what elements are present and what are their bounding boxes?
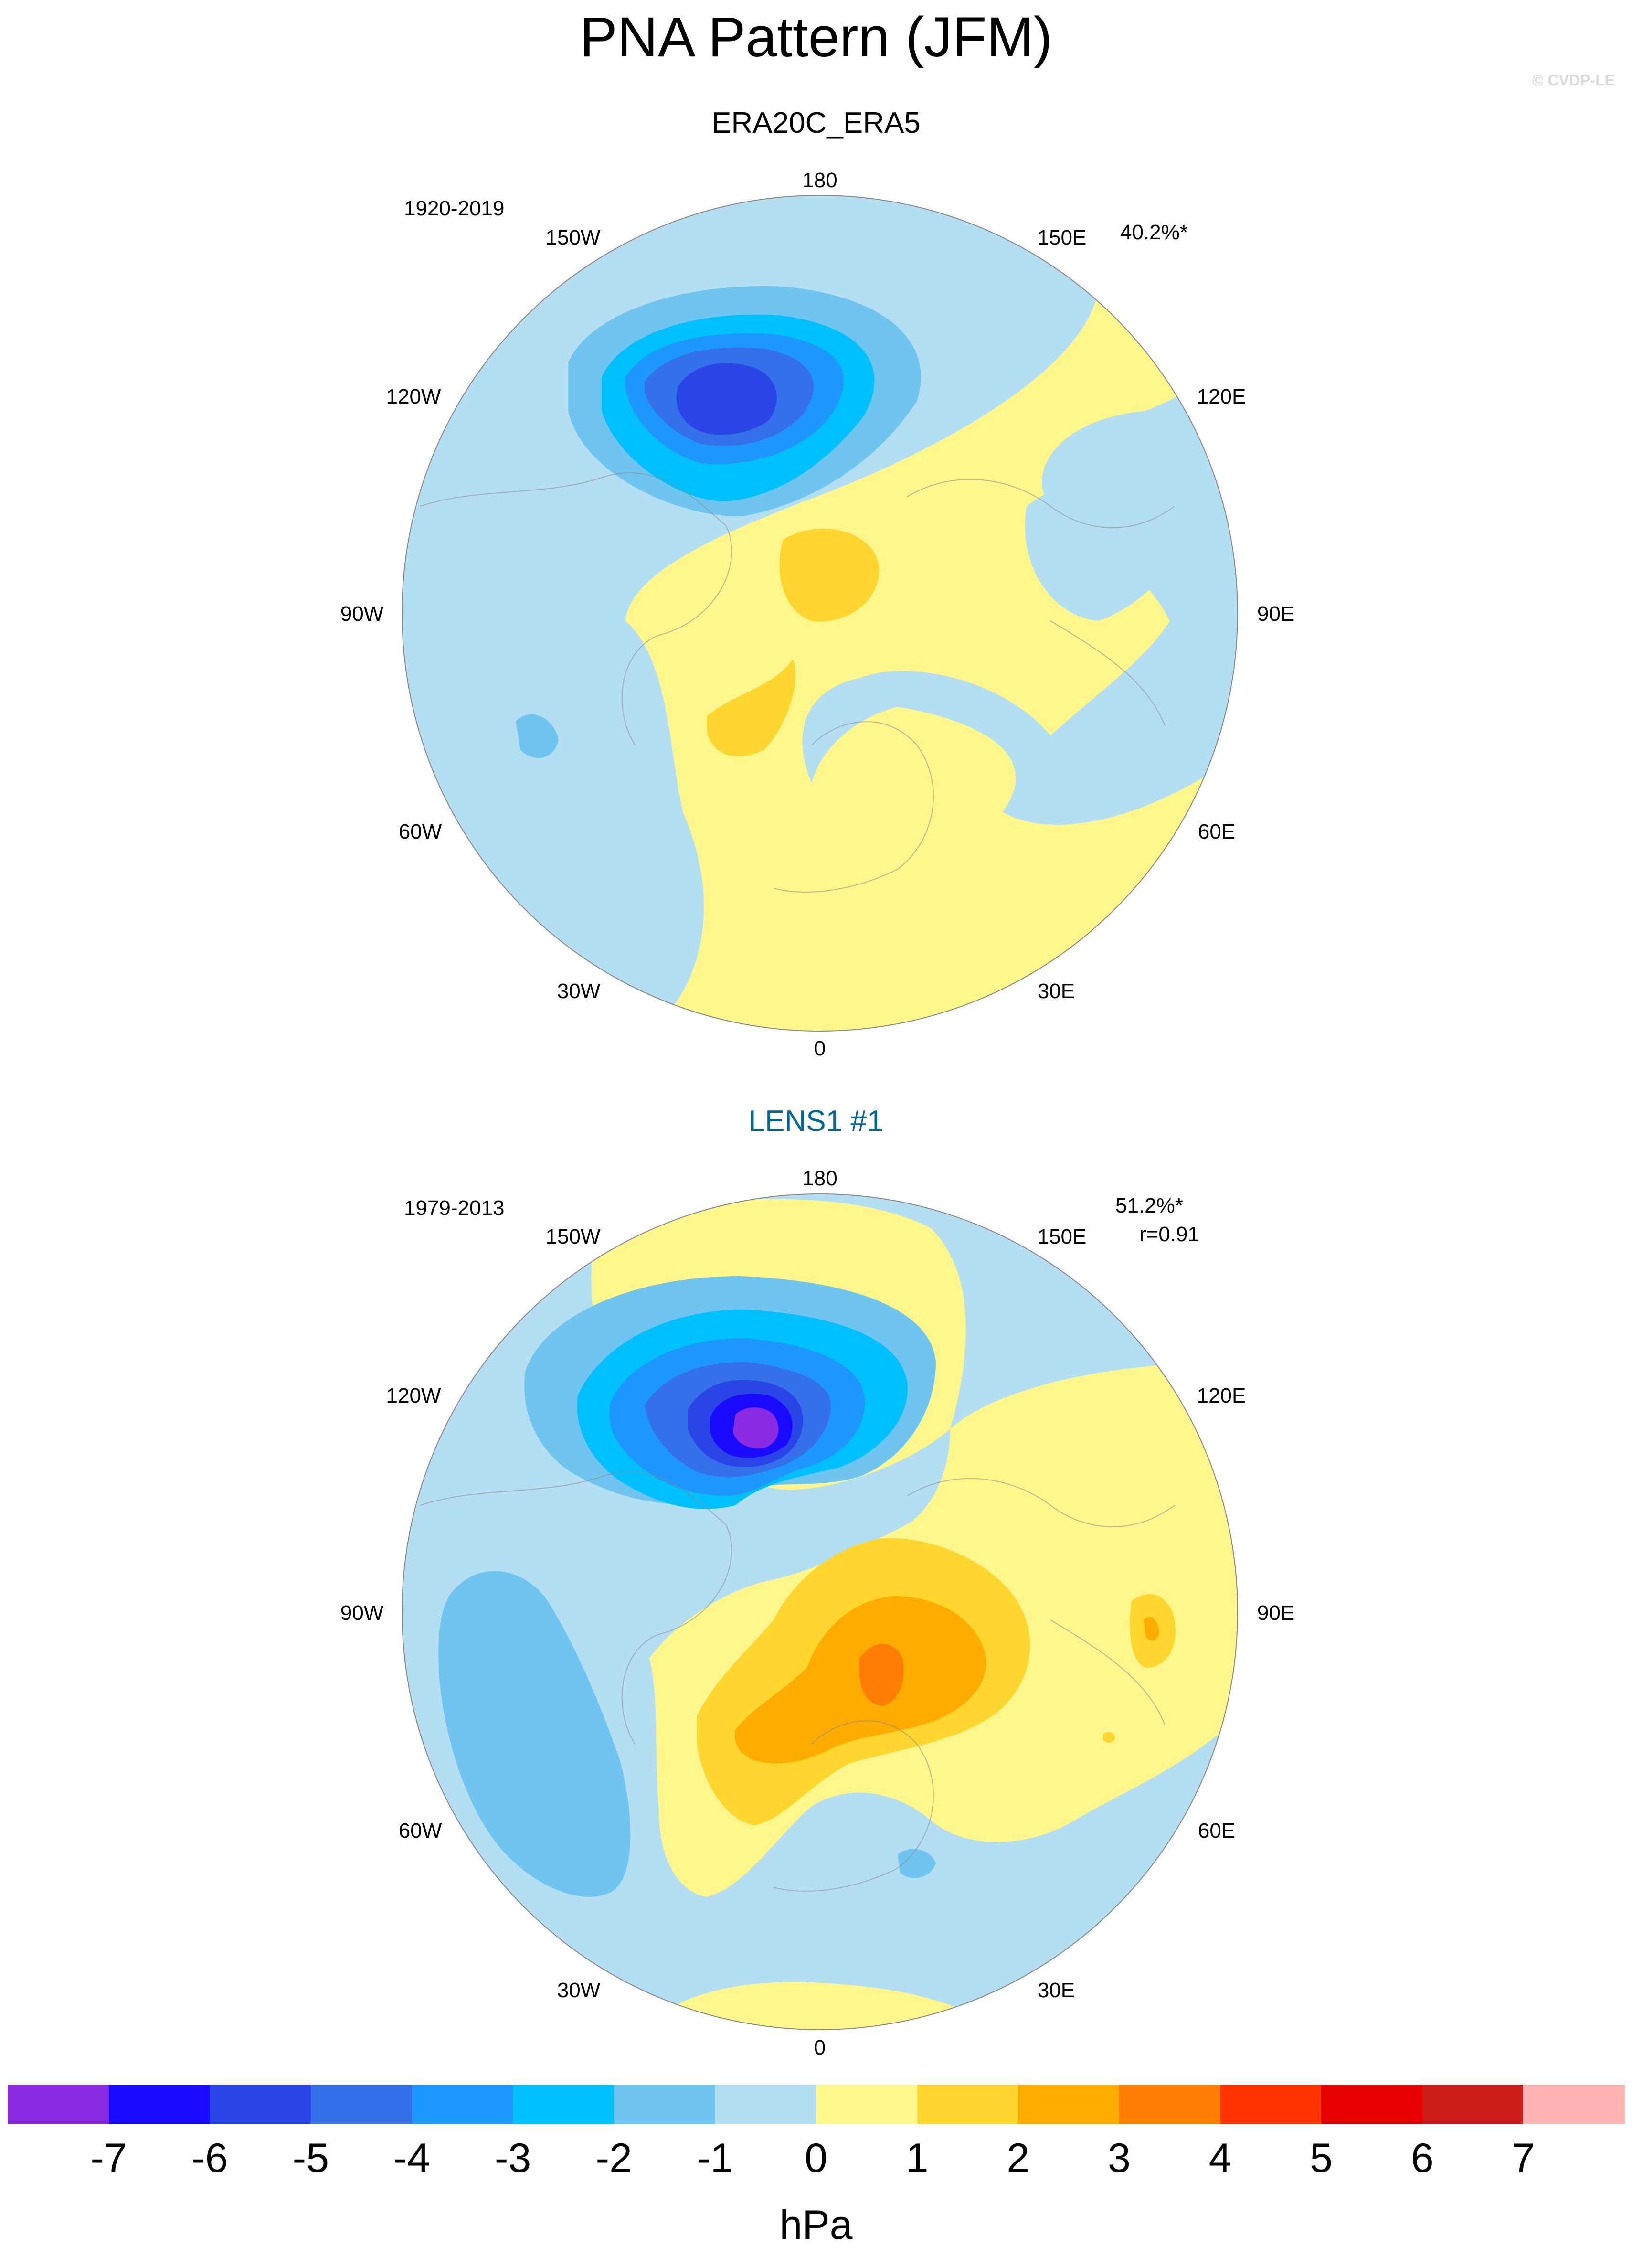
colorbar-swatch	[1523, 2085, 1625, 2124]
negative-anomaly-region	[1025, 474, 1195, 621]
contour-pos-east-dot	[1103, 1732, 1115, 1743]
colorbar-swatch	[8, 2085, 109, 2124]
contour-neg-isolated	[898, 1849, 936, 1878]
lon-label-150w: 150W	[546, 1225, 601, 1248]
lon-label-150e: 150E	[1038, 226, 1087, 249]
period-label: 1979-2013	[404, 1196, 505, 1220]
coastline-hint	[420, 472, 1175, 893]
contour-neg-isolated	[516, 714, 559, 758]
colorbar-tick-label: -7	[90, 2135, 127, 2181]
lon-label-150w: 150W	[546, 226, 601, 249]
variance-percent: 40.2%*	[1120, 221, 1188, 244]
lon-label-90e: 90E	[1257, 1601, 1294, 1625]
lon-label-60e: 60E	[1198, 820, 1235, 843]
credit-watermark: © CVDP-LE	[1532, 72, 1615, 89]
lon-label-30e: 30E	[1038, 1979, 1075, 2002]
panel-title: ERA20C_ERA5	[711, 106, 921, 139]
lon-label-120e: 120E	[1197, 385, 1246, 408]
colorbar-tick-label: -5	[292, 2135, 329, 2181]
colorbar-swatch	[1220, 2085, 1322, 2124]
colorbar-swatch	[412, 2085, 514, 2124]
variance-percent: 51.2%*	[1115, 1194, 1183, 1217]
contour-neg-6	[676, 363, 777, 435]
lon-label-60w: 60W	[399, 1819, 442, 1842]
colorbar-tick-label: -2	[595, 2135, 632, 2181]
figure-title: PNA Pattern (JFM)	[579, 6, 1053, 69]
colorbar-swatch	[108, 2085, 211, 2124]
panel-title: LENS1 #1	[748, 1105, 884, 1138]
colorbar-tick-label: 6	[1410, 2135, 1434, 2181]
contour-pos-3	[859, 1644, 904, 1706]
coastline-hint	[420, 1471, 1175, 1892]
lon-label-0: 0	[814, 1037, 826, 1060]
colorbar-swatch	[310, 2085, 413, 2124]
polar-map-1: 180 150W 120W 90W 60W 30W 0 30E 60E 90E …	[340, 169, 1294, 1060]
colorbar-swatch	[513, 2085, 615, 2124]
colorbar-tick-label: 0	[805, 2135, 827, 2181]
colorbar-swatch	[1119, 2085, 1221, 2124]
lon-label-90w: 90W	[340, 1601, 384, 1625]
contour-pos-1	[779, 529, 879, 622]
lon-label-60w: 60W	[399, 820, 442, 843]
colorbar-unit: hPa	[779, 2202, 853, 2248]
positive-anomaly-region	[597, 195, 1238, 1031]
period-label: 1920-2019	[404, 197, 505, 220]
longitude-labels: 180 150W 120W 90W 60W 30W 0 30E 60E 90E …	[340, 1167, 1294, 2059]
colorbar-swatch	[816, 2085, 918, 2124]
contour-neg-8	[733, 1407, 779, 1448]
lon-label-0: 0	[814, 2036, 826, 2059]
colorbar-swatch	[715, 2085, 816, 2124]
polar-map-2: 180 150W 120W 90W 60W 30W 0 30E 60E 90E …	[340, 1167, 1294, 2059]
colorbar-swatch	[1321, 2085, 1423, 2124]
colorbar-swatch	[210, 2085, 311, 2124]
lon-label-180: 180	[802, 1167, 837, 1190]
colorbar-swatch	[614, 2085, 716, 2124]
colorbar-tick-label: 3	[1107, 2135, 1131, 2181]
pattern-correlation: r=0.91	[1139, 1223, 1199, 1246]
contour-neg-2	[438, 1571, 631, 1897]
lon-label-60e: 60E	[1198, 1819, 1235, 1842]
positive-anomaly-south	[640, 1982, 1003, 2030]
lon-label-180: 180	[802, 169, 837, 192]
longitude-labels: 180 150W 120W 90W 60W 30W 0 30E 60E 90E …	[340, 169, 1294, 1060]
colorbar-tick-label: -4	[393, 2135, 430, 2181]
lon-label-90w: 90W	[340, 602, 384, 626]
colorbar-tick-label: 7	[1512, 2135, 1535, 2181]
lon-label-90e: 90E	[1257, 602, 1294, 626]
lon-label-150e: 150E	[1038, 1225, 1087, 1248]
colorbar-swatch	[1422, 2085, 1524, 2124]
lon-label-30w: 30W	[557, 1979, 601, 2002]
contour-pos-1b	[707, 659, 796, 757]
lon-label-120w: 120W	[386, 1384, 441, 1407]
lon-label-30w: 30W	[557, 980, 601, 1003]
colorbar-tick-label: -6	[191, 2135, 228, 2181]
colorbar-tick-label: 4	[1208, 2135, 1232, 2181]
colorbar-tick-label: 5	[1310, 2135, 1333, 2181]
colorbar-tick-label: 1	[905, 2135, 929, 2181]
lon-label-120w: 120W	[386, 385, 441, 408]
colorbar-swatch	[1018, 2085, 1120, 2124]
lon-label-30e: 30E	[1038, 980, 1075, 1003]
colorbar-swatch	[917, 2085, 1019, 2124]
contour-pos-east-inner	[1144, 1617, 1159, 1641]
colorbar-tick-label: -1	[697, 2135, 733, 2181]
colorbar-tick-label: -3	[494, 2135, 531, 2181]
colorbar-tick-label: 2	[1007, 2135, 1030, 2181]
lon-label-120e: 120E	[1197, 1384, 1246, 1407]
